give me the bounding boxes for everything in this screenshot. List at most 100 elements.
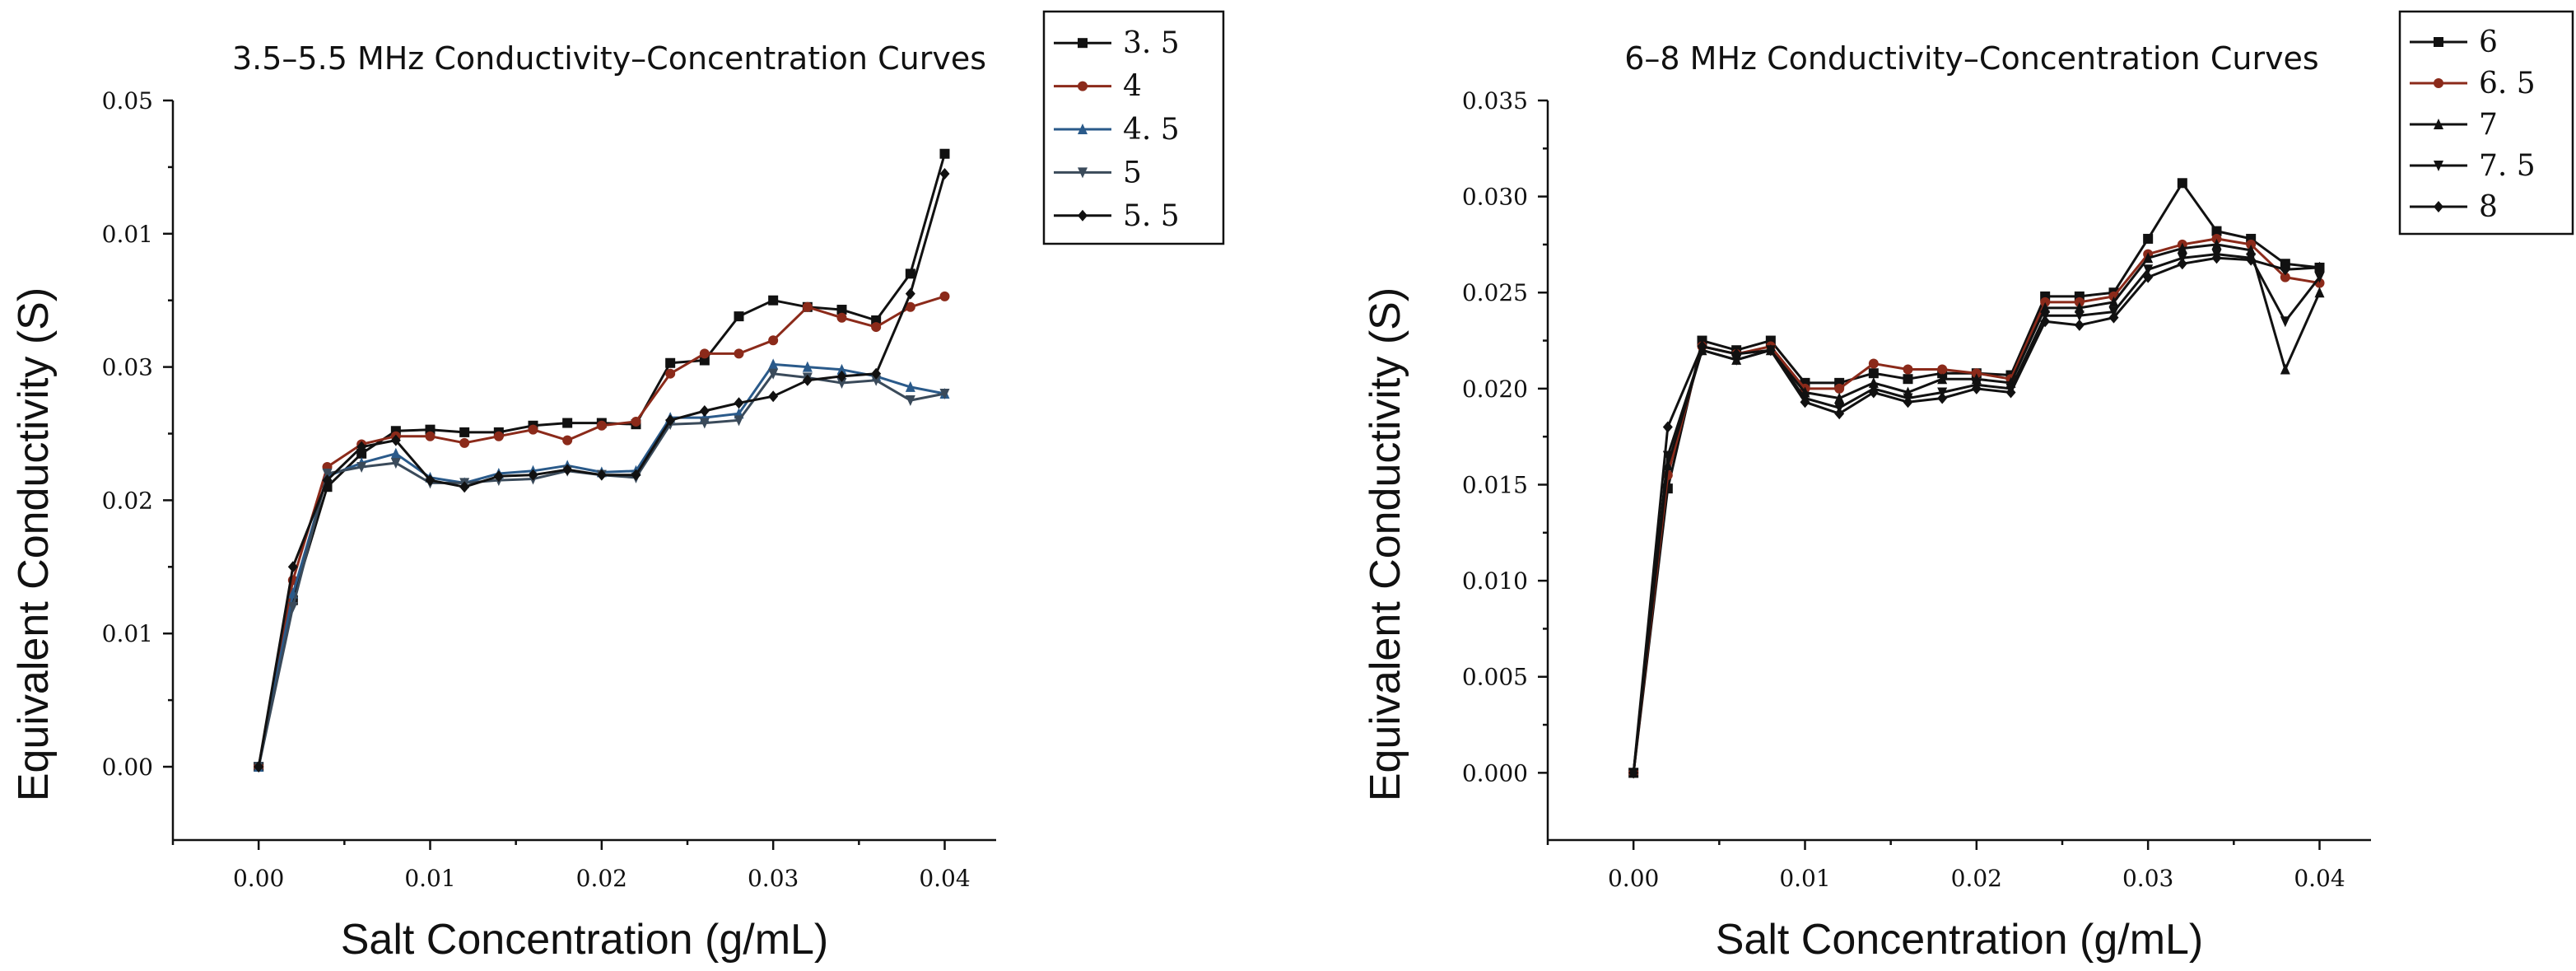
data-point bbox=[2211, 226, 2222, 236]
data-point bbox=[1868, 386, 1879, 399]
data-point bbox=[287, 601, 298, 613]
data-point bbox=[390, 434, 401, 446]
y-tick-label: 0.010 bbox=[1462, 567, 1528, 595]
data-point bbox=[528, 424, 538, 435]
data-point bbox=[322, 469, 333, 480]
data-point bbox=[1868, 358, 1879, 369]
data-point bbox=[836, 378, 847, 390]
y-tick-label: 0.030 bbox=[1462, 184, 1528, 211]
data-point bbox=[2074, 310, 2085, 322]
data-point bbox=[2280, 264, 2290, 276]
data-point bbox=[1937, 373, 1948, 385]
data-point bbox=[596, 469, 607, 481]
data-point bbox=[2108, 311, 2119, 324]
data-point bbox=[2143, 271, 2154, 283]
legend-marker bbox=[1078, 81, 1088, 91]
data-point bbox=[1937, 392, 1948, 404]
legend-marker bbox=[2434, 161, 2443, 171]
series-5 bbox=[1628, 252, 2325, 779]
y-tick-label: 0.000 bbox=[1462, 759, 1528, 787]
data-point bbox=[836, 363, 847, 375]
data-point bbox=[939, 291, 950, 301]
legend-entry: 5. 5 bbox=[1054, 199, 1180, 233]
x-tick-label: 0.03 bbox=[2122, 865, 2173, 892]
data-point bbox=[836, 370, 847, 382]
data-point bbox=[699, 418, 710, 429]
data-point bbox=[425, 474, 436, 487]
legend-box bbox=[2398, 10, 2574, 236]
x-tick-label: 0.02 bbox=[1951, 865, 2002, 892]
series-2 bbox=[1628, 233, 2325, 778]
y-tick-label: 0.05 bbox=[102, 87, 153, 114]
data-point bbox=[2177, 242, 2187, 254]
series-2 bbox=[254, 291, 950, 773]
x-axis-label: Salt Concentration (g/mL) bbox=[341, 916, 829, 964]
data-point bbox=[905, 301, 915, 312]
legend-marker bbox=[1078, 124, 1088, 134]
series-line bbox=[1632, 181, 2320, 773]
data-point bbox=[802, 374, 813, 386]
series-line bbox=[257, 372, 945, 768]
data-point bbox=[2074, 319, 2085, 331]
data-point bbox=[2040, 301, 2051, 313]
data-point bbox=[768, 358, 779, 370]
chart-title: 3.5–5.5 MHz Conductivity–Concentration C… bbox=[232, 40, 986, 77]
legend-entry: 6. 5 bbox=[2410, 67, 2536, 100]
data-point bbox=[2143, 252, 2154, 264]
series-1 bbox=[254, 148, 950, 773]
data-point bbox=[939, 167, 950, 180]
data-point bbox=[871, 375, 882, 386]
data-point bbox=[425, 431, 436, 441]
data-point bbox=[2314, 287, 2325, 298]
data-point bbox=[836, 312, 847, 323]
data-point bbox=[493, 431, 504, 441]
data-point bbox=[562, 464, 573, 476]
legend-entry: 3. 5 bbox=[1054, 26, 1180, 60]
data-point bbox=[802, 301, 813, 312]
data-point bbox=[390, 458, 401, 469]
data-point bbox=[768, 295, 779, 306]
data-point bbox=[356, 448, 367, 459]
data-point bbox=[665, 368, 676, 379]
legend-label: 7. 5 bbox=[2479, 149, 2536, 183]
x-tick-label: 0.00 bbox=[1608, 865, 1659, 892]
data-point bbox=[665, 357, 676, 368]
data-point bbox=[1662, 421, 1673, 433]
data-point bbox=[1834, 383, 1845, 394]
legend-entry: 4 bbox=[1054, 70, 1142, 104]
x-tick-label: 0.02 bbox=[576, 865, 627, 892]
data-point bbox=[2143, 233, 2154, 244]
data-point bbox=[1971, 382, 1982, 394]
data-point bbox=[734, 397, 744, 409]
legend-entry: 4. 5 bbox=[1054, 113, 1180, 147]
legend-label: 8 bbox=[2479, 190, 2498, 224]
y-tick-label: 0.035 bbox=[1462, 87, 1528, 114]
legend-label: 7 bbox=[2479, 108, 2498, 142]
legend-entry: 5 bbox=[1054, 156, 1142, 189]
legend-marker bbox=[2434, 119, 2443, 129]
series-1 bbox=[1628, 178, 2325, 778]
data-point bbox=[1903, 396, 1913, 408]
legend-marker bbox=[2434, 37, 2443, 47]
data-point bbox=[459, 427, 470, 437]
data-point bbox=[287, 561, 298, 573]
data-point bbox=[1903, 374, 1913, 385]
data-point bbox=[562, 418, 573, 428]
data-point bbox=[1834, 392, 1845, 404]
data-point bbox=[2177, 178, 2187, 189]
data-point bbox=[768, 335, 779, 346]
x-tick-label: 0.03 bbox=[748, 865, 799, 892]
data-point bbox=[528, 469, 538, 481]
x-tick-label: 0.04 bbox=[2294, 865, 2345, 892]
x-tick-label: 0.00 bbox=[233, 865, 284, 892]
data-point bbox=[254, 761, 264, 773]
series-line bbox=[1632, 253, 2321, 773]
data-point bbox=[2280, 363, 2290, 375]
data-point bbox=[871, 367, 882, 380]
data-point bbox=[390, 447, 401, 459]
data-point bbox=[631, 416, 641, 427]
data-point bbox=[665, 414, 676, 427]
legend-label: 3. 5 bbox=[1123, 26, 1180, 60]
data-point bbox=[939, 148, 950, 159]
